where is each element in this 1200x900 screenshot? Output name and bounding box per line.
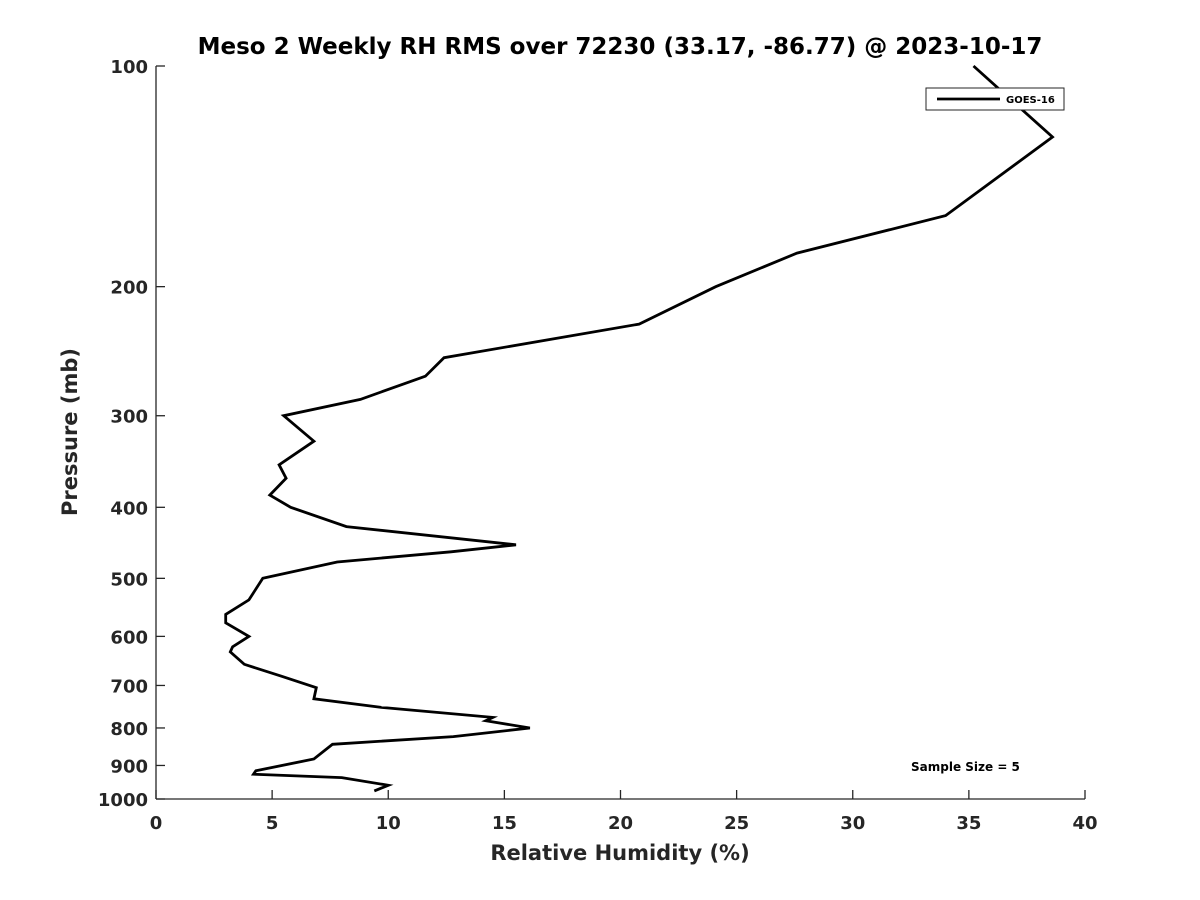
chart-title: Meso 2 Weekly RH RMS over 72230 (33.17, … (198, 34, 1043, 60)
y-tick-label: 600 (110, 627, 148, 648)
x-tick-label: 25 (724, 813, 749, 834)
x-tick-label: 30 (840, 813, 865, 834)
x-tick-label: 35 (956, 813, 981, 834)
legend: GOES-16 (925, 87, 1065, 111)
x-axis-label: Relative Humidity (%) (490, 841, 749, 865)
x-tick-label: 40 (1072, 813, 1097, 834)
y-tick-label: 1000 (98, 790, 148, 811)
y-tick-label: 200 (110, 278, 148, 299)
y-tick-label: 700 (110, 676, 148, 697)
x-ticks: 0 5 10 15 20 25 30 35 40 (150, 790, 1098, 834)
x-tick-label: 10 (376, 813, 401, 834)
x-tick-label: 0 (150, 813, 163, 834)
y-tick-label: 900 (110, 756, 148, 777)
x-tick-label: 20 (608, 813, 633, 834)
plot-area: 0 5 10 15 20 25 30 35 40 100 200 300 400 500 600 700 80… (98, 57, 1098, 834)
y-tick-label: 400 (110, 498, 148, 519)
y-tick-label: 800 (110, 719, 148, 740)
y-tick-label: 300 (110, 407, 148, 428)
y-tick-label: 500 (110, 569, 148, 590)
sample-size-annotation: Sample Size = 5 (911, 760, 1020, 774)
legend-label: GOES-16 (1006, 95, 1055, 106)
y-tick-label: 100 (110, 57, 148, 78)
series-line-goes-16 (224, 64, 1055, 793)
y-axis-label: Pressure (mb) (58, 348, 82, 516)
x-tick-label: 15 (492, 813, 517, 834)
y-ticks: 100 200 300 400 500 600 700 800 900 1000 (98, 57, 165, 811)
x-tick-label: 5 (266, 813, 279, 834)
